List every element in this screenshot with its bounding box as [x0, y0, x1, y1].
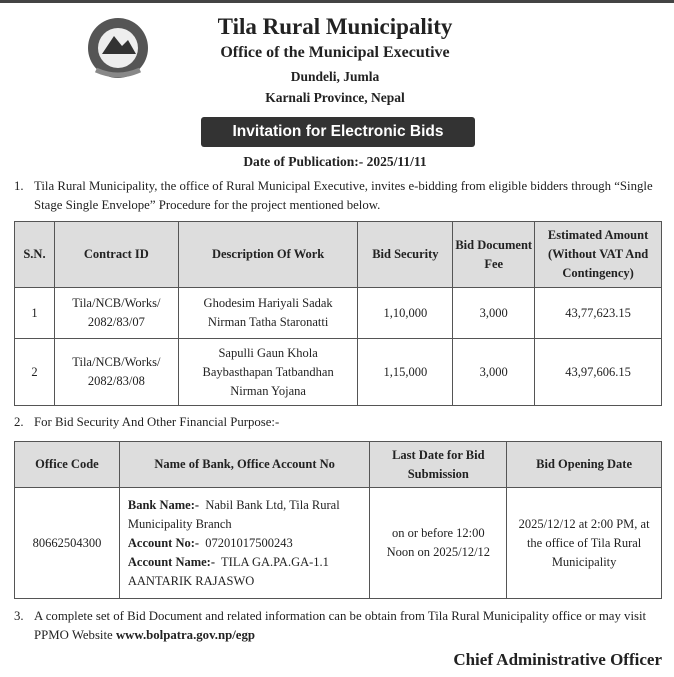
- item-number: 1.: [14, 179, 24, 193]
- cell-bid-security: 1,15,000: [357, 338, 454, 406]
- column-header: Bid Document Fee: [452, 221, 536, 288]
- cell-office-code: 80662504300: [14, 487, 120, 599]
- cell-contract-id: Tila/NCB/Works/ 2082/83/07: [53, 287, 179, 339]
- table-header-row: Office Code Name of Bank, Office Account…: [14, 441, 662, 488]
- cell-document-fee: 3,000: [452, 287, 536, 339]
- cell-bid-security: 1,10,000: [357, 287, 454, 339]
- table-header-row: S.N. Contract ID Description Of Work Bid…: [14, 221, 662, 288]
- column-header: Bid Opening Date: [506, 441, 662, 488]
- projects-table: S.N. Contract ID Description Of Work Bid…: [14, 221, 662, 406]
- address-line-2: Karnali Province, Nepal: [265, 90, 405, 105]
- paragraph-text: For Bid Security And Other Financial Pur…: [34, 415, 280, 429]
- top-border: [0, 0, 674, 3]
- cell-bank-details: Bank Name:- Nabil Bank Ltd, Tila Rural M…: [118, 487, 371, 599]
- table-row: 80662504300 Bank Name:- Nabil Bank Ltd, …: [14, 487, 662, 599]
- municipality-title: Tila Rural Municipality: [217, 14, 453, 39]
- bank-table: Office Code Name of Bank, Office Account…: [14, 441, 662, 599]
- column-header: Estimated Amount (Without VAT And Contin…: [534, 221, 662, 288]
- paragraph-text: A complete set of Bid Document and relat…: [34, 609, 647, 642]
- address-line-1: Dundeli, Jumla: [290, 69, 380, 84]
- ppmo-website-link[interactable]: www.bolpatra.gov.np/egp: [115, 628, 255, 642]
- cell-description: Ghodesim Hariyali Sadak Nirman Tatha Sta…: [177, 287, 359, 339]
- table-row: 1 Tila/NCB/Works/ 2082/83/07 Ghodesim Ha…: [14, 287, 662, 339]
- column-header: Description Of Work: [177, 221, 359, 288]
- account-name-value: TILA GA.PA.GA-1.1 AANTARIK RAJASWO: [127, 554, 329, 588]
- signatory-title: Chief Administrative Officer: [453, 650, 662, 669]
- cell-description: Sapulli Gaun Khola Baybasthapan Tatbandh…: [177, 338, 359, 406]
- column-header: Last Date for Bid Submission: [369, 441, 508, 488]
- column-header: Bid Security: [357, 221, 454, 288]
- column-header: Contract ID: [53, 221, 179, 288]
- column-header: Office Code: [14, 441, 120, 488]
- publication-date: Date of Publication:- 2025/11/11: [243, 154, 427, 169]
- nepal-emblem-logo: [88, 18, 148, 78]
- cell-opening-date: 2025/12/12 at 2:00 PM, at the office of …: [506, 487, 662, 599]
- paragraph-1: 1. Tila Rural Municipality, the office o…: [14, 177, 664, 215]
- cell-document-fee: 3,000: [452, 338, 536, 406]
- paragraph-3: 3. A complete set of Bid Document and re…: [14, 607, 664, 645]
- account-no-value: 07201017500243: [205, 535, 293, 550]
- item-number: 2.: [14, 415, 24, 429]
- cell-estimated-amount: 43,97,606.15: [534, 338, 662, 406]
- column-header: Name of Bank, Office Account No: [118, 441, 371, 488]
- bank-name-label: Bank Name:-: [127, 497, 200, 512]
- office-name: Office of the Municipal Executive: [220, 44, 450, 61]
- paragraph-text: Tila Rural Municipality, the office of R…: [34, 179, 653, 212]
- table-row: 2 Tila/NCB/Works/ 2082/83/08 Sapulli Gau…: [14, 338, 662, 406]
- column-header: S.N.: [14, 221, 55, 288]
- cell-last-date: on or before 12:00 Noon on 2025/12/12: [369, 487, 508, 599]
- item-number: 3.: [14, 609, 24, 623]
- cell-contract-id: Tila/NCB/Works/ 2082/83/08: [53, 338, 179, 406]
- paragraph-2: 2. For Bid Security And Other Financial …: [14, 413, 664, 432]
- bank-name-value: Nabil Bank Ltd, Tila Rural Municipality …: [127, 497, 340, 531]
- cell-sn: 2: [14, 338, 55, 406]
- notice-banner: Invitation for Electronic Bids: [201, 117, 475, 147]
- cell-estimated-amount: 43,77,623.15: [534, 287, 662, 339]
- cell-sn: 1: [14, 287, 55, 339]
- account-no-label: Account No:-: [127, 535, 200, 550]
- account-name-label: Account Name:-: [127, 554, 216, 569]
